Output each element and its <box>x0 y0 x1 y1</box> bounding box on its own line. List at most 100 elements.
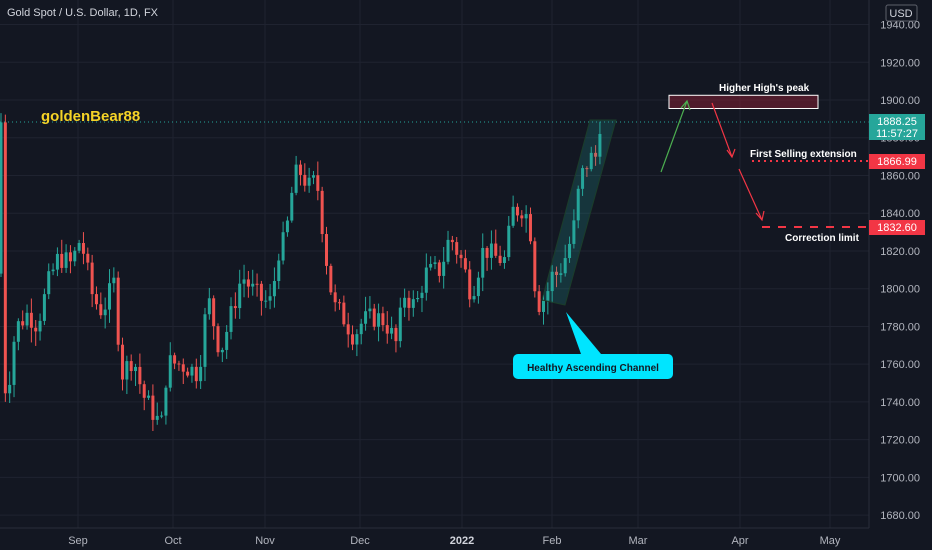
candle-body <box>329 265 333 293</box>
candle-body <box>303 174 307 186</box>
candle-body <box>390 327 394 334</box>
price-axis-ticks: 1940.001920.001900.001880.001860.001840.… <box>880 20 920 523</box>
time-tick-label: Apr <box>731 535 748 547</box>
candle-body <box>259 283 263 301</box>
candle-body <box>94 294 98 305</box>
candle-body <box>129 361 133 372</box>
symbol-title[interactable]: Gold Spot / U.S. Dollar, 1D, FX <box>7 7 159 19</box>
candle-body <box>68 252 72 262</box>
candle-body <box>86 253 90 263</box>
candle-body <box>51 269 55 272</box>
channel-callout-box[interactable] <box>513 354 673 379</box>
candle-body <box>186 371 190 376</box>
candle-body <box>507 225 511 258</box>
selling-label: First Selling extension <box>750 149 857 160</box>
price-tick-label: 1800.00 <box>880 284 920 296</box>
candle-body <box>455 242 459 255</box>
price-tick-label: 1720.00 <box>880 435 920 447</box>
candle-body <box>255 283 259 285</box>
candle-body <box>555 271 559 275</box>
candle-body <box>190 366 194 376</box>
arrow-head-down-1 <box>726 148 736 159</box>
price-tick-label: 1680.00 <box>880 510 920 522</box>
correction-label: Correction limit <box>785 233 860 244</box>
projection-arrow-down-2 <box>738 168 763 221</box>
candle-body <box>342 302 346 325</box>
candle-body <box>108 283 111 310</box>
candle-body <box>251 283 255 287</box>
candle-body <box>442 261 446 276</box>
projection-arrow-down-1 <box>711 102 733 158</box>
candle-body <box>585 168 589 170</box>
candle-body <box>281 232 285 261</box>
candle-body <box>168 355 172 388</box>
candle-body <box>429 263 433 268</box>
price-tick-label: 1820.00 <box>880 246 920 258</box>
candle-body <box>325 234 328 266</box>
candle-body <box>494 243 498 256</box>
author-watermark: goldenBear88 <box>41 108 140 125</box>
candle-body <box>594 152 598 157</box>
candle-body <box>42 294 46 321</box>
candle-body <box>368 308 372 312</box>
candle-body <box>416 297 420 300</box>
candle-body <box>485 247 489 258</box>
candle-body <box>433 262 437 264</box>
grid-lines <box>0 0 869 528</box>
candle-body <box>29 312 33 328</box>
candle-body <box>463 258 467 270</box>
candle-body <box>21 321 25 326</box>
candle-body <box>268 296 272 301</box>
candle-body <box>173 355 177 364</box>
candle-body <box>316 175 320 191</box>
candle-body <box>8 384 12 394</box>
candle-body <box>47 271 51 295</box>
candle-body <box>155 415 159 420</box>
candle-body <box>55 253 59 270</box>
candle-body <box>151 395 155 420</box>
candle-body <box>3 122 7 394</box>
candle-body <box>177 363 181 365</box>
candle-body <box>90 262 94 295</box>
candle-body <box>229 306 233 332</box>
callout-pointer <box>566 312 601 354</box>
candle-body <box>351 334 355 345</box>
time-tick-label: Mar <box>629 535 648 547</box>
candle-body <box>142 384 146 398</box>
price-tick-label: 1920.00 <box>880 57 920 69</box>
candle-body <box>581 168 585 189</box>
candle-body <box>277 260 281 281</box>
candle-body <box>568 243 572 259</box>
candle-body <box>511 206 515 226</box>
candle-body <box>77 243 81 251</box>
candle-body <box>307 177 311 186</box>
price-scale-bg <box>869 0 932 528</box>
candle-body <box>203 314 207 367</box>
projection-arrow-up <box>660 100 688 173</box>
candle-body <box>598 133 602 157</box>
candle-body <box>272 280 276 297</box>
candle-body <box>333 292 337 303</box>
arrow-head-down-2 <box>755 210 765 222</box>
candle-body <box>398 307 402 342</box>
candle-body <box>81 243 85 254</box>
candle-body <box>385 325 389 334</box>
candle-body <box>502 257 506 264</box>
selling-price-tag <box>869 154 925 169</box>
candle-body <box>346 324 350 335</box>
candle-body <box>407 297 411 308</box>
currency-box[interactable] <box>885 4 918 22</box>
candle-body <box>381 313 385 326</box>
price-tick-label: 1860.00 <box>880 170 920 182</box>
candle-body <box>576 188 580 221</box>
candle-body <box>125 361 129 380</box>
candle-body <box>537 291 541 312</box>
candle-body <box>446 239 450 262</box>
peak-label: Higher High's peak <box>719 83 810 94</box>
candle-body <box>524 214 528 219</box>
bar-countdown: 11:57:27 <box>876 128 918 140</box>
candle-body <box>589 152 593 170</box>
candle-body <box>0 122 3 274</box>
candle-body <box>264 300 268 302</box>
